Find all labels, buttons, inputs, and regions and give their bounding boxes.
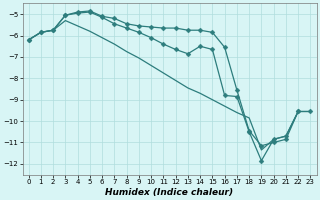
X-axis label: Humidex (Indice chaleur): Humidex (Indice chaleur) xyxy=(106,188,234,197)
